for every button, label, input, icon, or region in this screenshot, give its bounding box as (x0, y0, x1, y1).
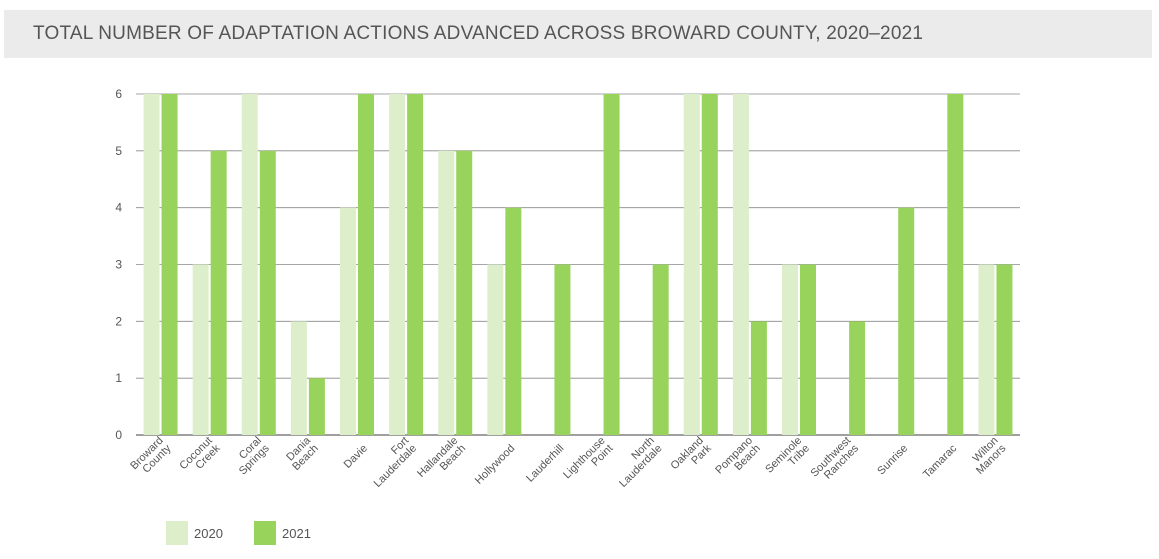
legend-swatch-2021 (254, 521, 276, 545)
bar-2021-1 (210, 150, 227, 436)
legend-item-2020: 2020 (166, 521, 223, 545)
title-bar: TOTAL NUMBER OF ADAPTATION ACTIONS ADVAN… (4, 10, 1152, 58)
bar-2021-8 (554, 264, 571, 435)
x-tick-label-17: WiltonManors (966, 434, 1009, 477)
x-tick-label-3: DaniaBeach (283, 434, 322, 473)
bar-2021-16 (947, 94, 964, 435)
bar-2021-6 (456, 150, 473, 436)
x-tick-label-2: CoralSprings (229, 434, 272, 477)
y-tick-label-4: 4 (115, 201, 122, 215)
bar-2020-2 (241, 94, 258, 435)
y-tick-label-5: 5 (115, 144, 122, 158)
x-tick-label-0: BrowardCounty (128, 434, 174, 480)
bar-2021-12 (750, 321, 767, 435)
x-tick-label-11: OaklandPark (668, 434, 714, 480)
bar-2020-13 (782, 264, 798, 435)
bar-2021-14 (849, 321, 866, 435)
bar-2020-12 (732, 94, 749, 435)
x-tick-label-7: Hollywood (473, 442, 517, 486)
x-tick-label-line: Tamarac (921, 442, 960, 481)
bar-2021-5 (407, 94, 424, 435)
legend-label-2020: 2020 (194, 525, 223, 541)
bar-2021-15 (898, 207, 915, 435)
bar-2021-11 (701, 94, 718, 435)
x-tick-label-5: FortLauderdale (364, 435, 419, 490)
bar-2020-5 (389, 94, 406, 435)
y-tick-label-0: 0 (115, 428, 122, 442)
x-tick-label-line: Sunrise (875, 442, 910, 477)
bar-2021-9 (603, 94, 620, 435)
bar-2021-7 (505, 207, 522, 435)
x-tick-label-6: HallandaleBeach (415, 435, 468, 488)
bar-2020-4 (340, 207, 356, 435)
bar-2021-4 (358, 94, 374, 435)
y-tick-label-6: 6 (115, 87, 122, 101)
x-tick-label-15: Sunrise (875, 442, 910, 477)
legend-swatch-2020 (166, 521, 188, 545)
x-tick-label-12: PompanoBeach (713, 435, 763, 485)
y-tick-label-2: 2 (115, 314, 122, 328)
bar-2020-3 (290, 321, 307, 435)
y-tick-label-1: 1 (115, 371, 122, 385)
x-tick-label-line: Davie (342, 442, 370, 470)
x-tick-label-line: Lauderhill (524, 442, 566, 484)
bar-2020-7 (487, 264, 504, 435)
bar-2021-3 (308, 378, 325, 435)
bar-2020-1 (192, 264, 209, 435)
x-tick-label-14: SouthwestRanches (808, 434, 861, 487)
bar-2021-0 (161, 94, 178, 435)
legend-label-2021: 2021 (282, 525, 311, 541)
legend-item-2021: 2021 (254, 521, 311, 545)
bar-2021-2 (259, 150, 276, 436)
x-tick-label-9: LighthousePoint (561, 435, 615, 489)
bar-2020-0 (143, 94, 160, 435)
x-tick-label-10: NorthLauderdale (609, 435, 664, 490)
chart-title: TOTAL NUMBER OF ADAPTATION ACTIONS ADVAN… (33, 23, 924, 44)
x-tick-label-13: SeminoleTribe (763, 435, 812, 484)
x-tick-label-16: Tamarac (921, 442, 960, 481)
bar-2020-6 (438, 150, 455, 436)
bar-2021-17 (996, 264, 1013, 435)
x-tick-label-4: Davie (342, 442, 370, 470)
x-tick-label-line: Hollywood (473, 442, 517, 486)
x-tick-label-8: Lauderhill (524, 442, 566, 484)
bar-2020-11 (683, 94, 700, 435)
y-tick-label-3: 3 (115, 258, 122, 272)
x-tick-label-1: CoconutCreek (177, 434, 223, 480)
bar-2021-13 (800, 264, 816, 435)
bar-2021-10 (652, 264, 669, 435)
bar-2020-17 (978, 264, 995, 435)
